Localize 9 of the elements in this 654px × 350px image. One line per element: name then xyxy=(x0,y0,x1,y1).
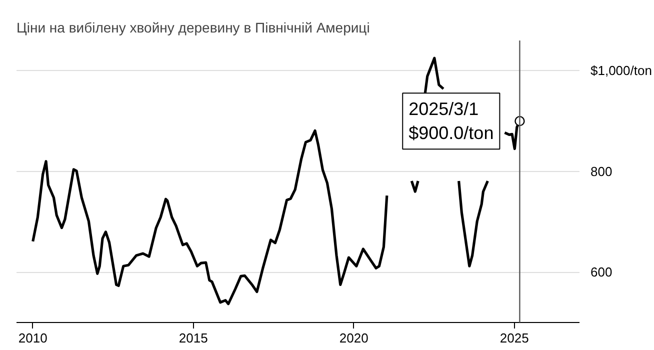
x-tick-label: 2010 xyxy=(18,330,48,346)
x-tick-label: 2025 xyxy=(500,330,529,346)
y-tick-label: $1,000/ton xyxy=(590,63,652,78)
x-tick-label: 2020 xyxy=(339,330,368,346)
annotation: 2025/3/1 $900.0/ton xyxy=(408,99,494,144)
x-tick-label: 2015 xyxy=(178,330,208,346)
y-tick-label: 800 xyxy=(590,164,612,179)
chart-title: Ціни на вибілену хвойну деревину в Північній Америці xyxy=(16,20,370,36)
y-tick-label: 600 xyxy=(590,264,612,280)
